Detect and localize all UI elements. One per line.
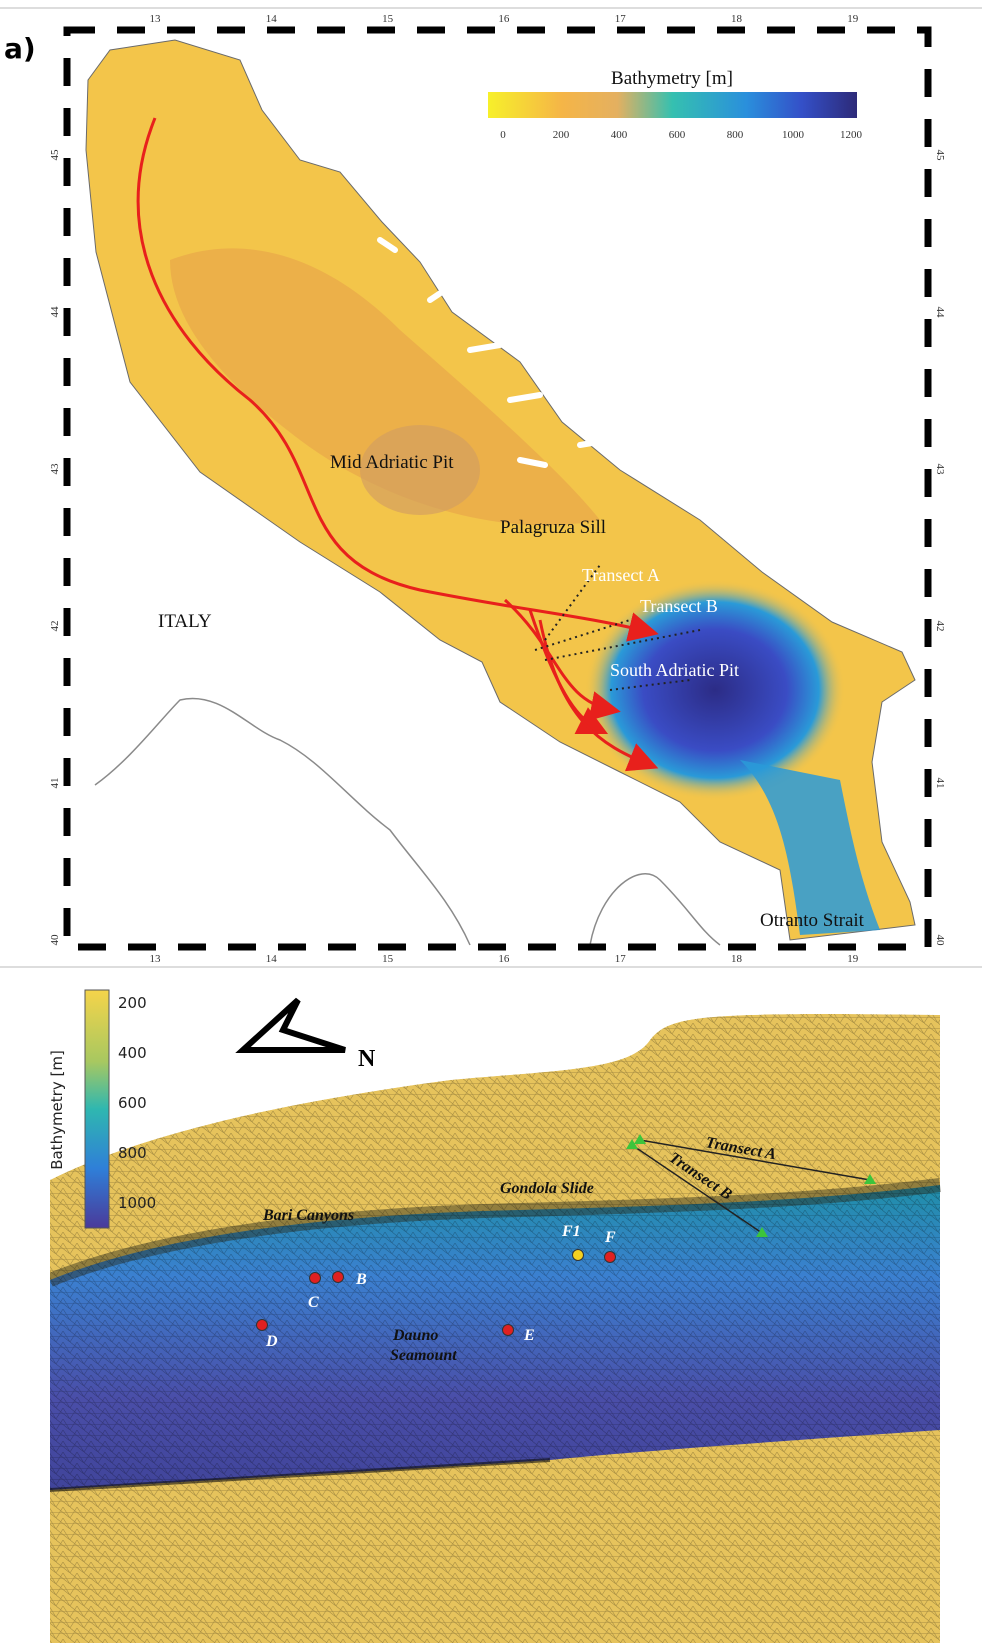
lat-tick-label: 40 xyxy=(49,934,61,946)
lon-tick-label: 17 xyxy=(615,953,627,965)
lon-tick-label: 18 xyxy=(731,953,743,965)
map-label: Transect A xyxy=(582,565,660,585)
colorbar-tick-label: 600 xyxy=(669,129,686,141)
panel-label: a) xyxy=(4,32,36,65)
lat-tick-label: 40 xyxy=(934,935,946,947)
site-marker xyxy=(310,1273,321,1284)
colorbar-tick-label: 200 xyxy=(553,129,570,141)
colorbar-tick-label: 1200 xyxy=(840,129,863,141)
figure: a) Bathymetry [m] Mid Adriatic Pit Palag… xyxy=(0,0,982,1643)
lon-tick-label: 13 xyxy=(150,953,162,965)
lat-tick-label: 43 xyxy=(49,463,61,475)
lat-tick-label: 44 xyxy=(934,307,946,319)
site-label: C xyxy=(308,1294,319,1311)
lon-tick-label: 16 xyxy=(498,13,510,25)
colorbar xyxy=(488,92,857,118)
colorbar-tick-label: 800 xyxy=(118,1144,147,1162)
lat-tick-label: 42 xyxy=(49,621,61,632)
map-label: Seamount xyxy=(390,1347,457,1364)
site-marker xyxy=(257,1320,268,1331)
colorbar-tick-label: 1000 xyxy=(118,1194,156,1212)
map-label: Bari Canyons xyxy=(262,1207,354,1224)
lon-tick-label: 15 xyxy=(382,953,394,965)
site-marker xyxy=(605,1252,616,1263)
lat-tick-label: 43 xyxy=(934,464,946,476)
colorbar-title: Bathymetry [m] xyxy=(48,1050,66,1170)
lat-tick-label: 41 xyxy=(49,778,61,789)
colorbar-tick-label: 1000 xyxy=(782,129,805,141)
lon-tick-label: 17 xyxy=(615,13,627,25)
site-marker xyxy=(333,1272,344,1283)
colorbar-title: Bathymetry [m] xyxy=(611,68,733,89)
colorbar-tick-label: 400 xyxy=(611,129,628,141)
map-label: Mid Adriatic Pit xyxy=(330,452,454,473)
map-label: ITALY xyxy=(158,611,212,632)
site-marker xyxy=(503,1325,514,1336)
map-label: Otranto Strait xyxy=(760,910,865,931)
lon-tick-label: 16 xyxy=(498,953,510,965)
map-label: South Adriatic Pit xyxy=(610,660,739,680)
map-label: Gondola Slide xyxy=(500,1180,594,1197)
colorbar-tick-label: 600 xyxy=(118,1094,147,1112)
colorbar-tick-label: 400 xyxy=(118,1044,147,1062)
north-label: N xyxy=(358,1046,376,1072)
lon-tick-label: 19 xyxy=(847,13,859,25)
site-label: F xyxy=(604,1229,616,1246)
colorbar xyxy=(85,990,109,1228)
lon-tick-label: 18 xyxy=(731,13,743,25)
lon-tick-label: 15 xyxy=(382,13,394,25)
map-label: Palagruza Sill xyxy=(500,517,606,538)
lat-tick-label: 41 xyxy=(934,778,946,789)
site-label: F1 xyxy=(561,1223,581,1240)
lon-tick-label: 14 xyxy=(266,953,278,965)
lon-tick-label: 13 xyxy=(150,13,162,25)
lon-tick-label: 14 xyxy=(266,13,278,25)
site-label: B xyxy=(355,1271,367,1288)
lat-tick-label: 42 xyxy=(934,621,946,632)
map-label: Transect B xyxy=(640,596,718,616)
colorbar-tick-label: 800 xyxy=(727,129,744,141)
site-label: E xyxy=(523,1327,535,1344)
site-marker xyxy=(573,1250,584,1261)
lat-tick-label: 45 xyxy=(934,150,946,162)
map-label: Dauno xyxy=(392,1327,438,1344)
lat-tick-label: 44 xyxy=(49,306,61,318)
lat-tick-label: 45 xyxy=(49,149,61,161)
colorbar-tick-label: 0 xyxy=(500,129,506,141)
site-label: D xyxy=(265,1333,278,1350)
colorbar-tick-label: 200 xyxy=(118,994,147,1012)
lon-tick-label: 19 xyxy=(847,953,859,965)
